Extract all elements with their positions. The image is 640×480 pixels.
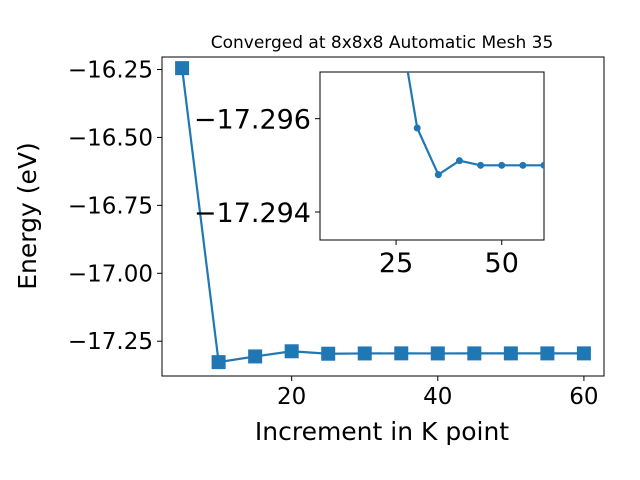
main-y-tick-label: −17.00: [68, 261, 153, 287]
main-data-point: [540, 346, 555, 361]
inset-data-point: [540, 161, 544, 169]
main-data-point: [576, 346, 591, 361]
inset-data-point: [519, 161, 527, 169]
inset-data-point: [477, 161, 485, 169]
inset-y-tick-label: −17.294: [194, 198, 311, 229]
inset-data-point: [413, 124, 421, 132]
inset-series-line: [406, 72, 544, 177]
inset-data-point: [455, 157, 463, 165]
main-data-point: [248, 349, 263, 364]
main-y-tick-label: −16.75: [68, 193, 153, 219]
main-data-point: [284, 344, 299, 359]
inset-x-tick-label: 25: [379, 248, 413, 279]
main-series: [175, 61, 591, 370]
main-data-point: [175, 61, 190, 76]
main-data-point: [321, 346, 336, 361]
inset-plot-area: 25 50 −17.296 −17.294: [194, 0, 545, 279]
inset-frame: [319, 71, 545, 241]
main-x-tick-label: 40: [423, 384, 452, 410]
chart-title: Converged at 8x8x8 Automatic Mesh 35: [211, 33, 554, 53]
inset-series: [393, 0, 544, 179]
main-data-point: [211, 355, 226, 370]
main-y-tick-label: −16.25: [68, 57, 153, 83]
main-x-tick-label: 20: [277, 384, 306, 410]
inset-y-tick-label: −17.296: [194, 105, 311, 136]
x-axis-label: Increment in K point: [255, 417, 509, 446]
inset-data-point: [434, 171, 442, 179]
main-y-tick-label: −17.25: [68, 329, 153, 355]
main-data-point: [357, 346, 372, 361]
main-data-point: [430, 346, 445, 361]
inset-x-tick-label: 50: [485, 248, 519, 279]
y-axis-label: Energy (eV): [13, 142, 42, 289]
main-data-point: [467, 346, 482, 361]
inset-data-point: [498, 161, 506, 169]
main-y-tick-label: −16.50: [68, 125, 153, 151]
main-data-point: [394, 346, 409, 361]
inset-data-point: [393, 0, 400, 6]
main-data-point: [503, 346, 518, 361]
main-x-tick-label: 60: [569, 384, 598, 410]
